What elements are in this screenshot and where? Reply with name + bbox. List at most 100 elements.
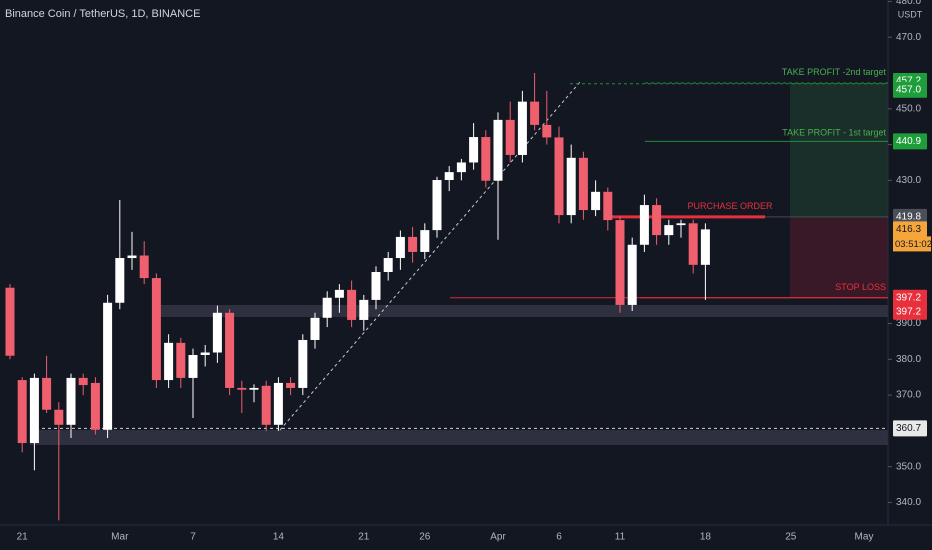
y-tick-label: 480.0 bbox=[896, 0, 921, 7]
price-label: 440.9 bbox=[896, 136, 921, 147]
price-label: 416.3 bbox=[896, 224, 921, 235]
candle-body bbox=[90, 382, 100, 430]
support-zone bbox=[160, 305, 888, 317]
candle-body bbox=[578, 157, 588, 211]
candle-body bbox=[334, 289, 344, 298]
candle-body bbox=[456, 162, 466, 173]
candle-body bbox=[225, 312, 235, 388]
profit-zone bbox=[790, 83, 888, 218]
y-tick-label: 380.0 bbox=[896, 354, 921, 365]
candle-body bbox=[151, 278, 161, 381]
x-tick-label: 14 bbox=[273, 532, 285, 543]
candle-body bbox=[444, 172, 454, 181]
candle-body bbox=[212, 312, 222, 353]
candle-body bbox=[591, 191, 601, 211]
price-label-box bbox=[893, 81, 927, 98]
candle-body bbox=[286, 382, 296, 388]
price-label-box bbox=[893, 303, 927, 320]
candle-body bbox=[652, 205, 662, 236]
annotation: TAKE PROFIT -2nd target bbox=[782, 67, 887, 77]
x-tick-label: 6 bbox=[556, 532, 562, 543]
support-zone bbox=[30, 430, 888, 445]
x-tick-label: 25 bbox=[785, 532, 797, 543]
candle-body bbox=[164, 342, 174, 381]
candle-body bbox=[17, 380, 27, 444]
candle-body bbox=[395, 236, 405, 259]
candle-body bbox=[200, 352, 210, 356]
candle-body bbox=[469, 137, 479, 163]
y-tick-label: 340.0 bbox=[896, 497, 921, 508]
chart-title: Binance Coin / TetherUS, 1D, BINANCE bbox=[5, 8, 200, 20]
price-label: 397.2 bbox=[896, 292, 921, 303]
candle-body bbox=[176, 342, 186, 378]
candle-body bbox=[249, 387, 259, 390]
x-tick-label: Mar bbox=[111, 532, 129, 543]
price-label: 397.2 bbox=[896, 306, 921, 317]
x-tick-label: 21 bbox=[17, 532, 29, 543]
countdown: 03:51:02 bbox=[895, 239, 932, 250]
candle-body bbox=[298, 339, 308, 388]
trend-line bbox=[279, 81, 581, 431]
candle-body bbox=[603, 191, 613, 221]
candle-body bbox=[103, 302, 113, 430]
candle-body bbox=[42, 377, 52, 410]
candle-body bbox=[188, 355, 198, 378]
candle-body bbox=[542, 124, 552, 138]
x-tick-label: May bbox=[855, 532, 874, 543]
price-label: 419.8 bbox=[896, 212, 921, 223]
price-label-box bbox=[893, 420, 927, 437]
candle-body bbox=[688, 223, 698, 265]
x-tick-label: 18 bbox=[700, 532, 712, 543]
price-label-box bbox=[893, 133, 927, 150]
currency-label: USDT bbox=[898, 9, 923, 19]
candle-body bbox=[700, 229, 710, 265]
candle-body bbox=[5, 287, 15, 356]
candle-body bbox=[347, 289, 357, 320]
countdown-box bbox=[893, 236, 931, 252]
candle-body bbox=[664, 225, 674, 236]
x-tick-label: 21 bbox=[358, 532, 370, 543]
candle-body bbox=[127, 255, 137, 259]
candle-body bbox=[517, 101, 527, 155]
candle-body bbox=[530, 101, 540, 125]
candle-body bbox=[66, 377, 76, 425]
annotation: STOP LOSS bbox=[835, 282, 886, 292]
candle-body bbox=[54, 409, 64, 425]
candle-body bbox=[554, 137, 564, 216]
candle-body bbox=[322, 297, 332, 318]
candle-body bbox=[139, 255, 149, 279]
candle-body bbox=[273, 382, 283, 425]
y-tick-label: 350.0 bbox=[896, 461, 921, 472]
price-label-box bbox=[893, 221, 927, 238]
y-tick-label: 430.0 bbox=[896, 175, 921, 186]
candle-body bbox=[420, 230, 430, 252]
candle-body bbox=[371, 271, 381, 300]
candle-body bbox=[615, 220, 625, 305]
loss-zone bbox=[790, 218, 888, 298]
x-tick-label: Apr bbox=[490, 532, 506, 543]
price-label-box bbox=[893, 289, 927, 306]
candle-body bbox=[29, 377, 39, 444]
candle-body bbox=[505, 119, 515, 155]
candle-body bbox=[627, 244, 637, 305]
price-label: 457.0 bbox=[896, 84, 921, 95]
candle-body bbox=[639, 205, 649, 245]
y-tick-label: 390.0 bbox=[896, 318, 921, 329]
candle-body bbox=[78, 377, 88, 386]
candle-body bbox=[493, 119, 503, 181]
x-tick-label: 26 bbox=[419, 532, 431, 543]
y-tick-label: 470.0 bbox=[896, 32, 921, 43]
candle-body bbox=[566, 157, 576, 216]
price-label: 360.7 bbox=[896, 423, 921, 434]
annotation: PURCHASE ORDER bbox=[687, 201, 773, 211]
candle-body bbox=[310, 317, 320, 340]
candle-body bbox=[359, 299, 369, 320]
price-label: 457.2 bbox=[896, 76, 921, 87]
candle-body bbox=[676, 223, 686, 226]
x-tick-label: 7 bbox=[190, 532, 196, 543]
price-label-box bbox=[893, 208, 927, 225]
y-tick-label: 370.0 bbox=[896, 390, 921, 401]
y-tick-label: 450.0 bbox=[896, 103, 921, 114]
candle-body bbox=[408, 236, 418, 252]
